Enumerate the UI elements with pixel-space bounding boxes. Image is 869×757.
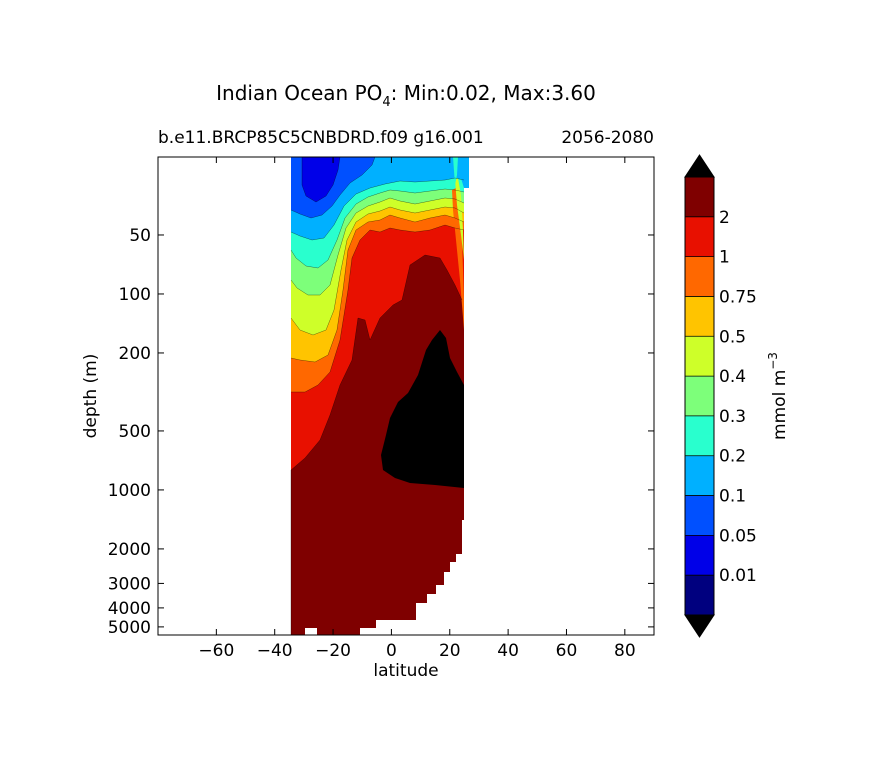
colorbar-band	[685, 535, 714, 576]
colorbar-tick-label: 0.75	[719, 287, 757, 307]
colorbar-under-arrow	[684, 614, 715, 638]
colorbar-band	[685, 376, 714, 416]
colorbar-unit: mmol m	[770, 370, 790, 440]
contour-band-edge-sky	[458, 157, 469, 188]
colorbar-unit-exponent: −3	[766, 352, 780, 370]
colorbar-band	[685, 495, 714, 536]
case-label: b.e11.BRCP85C5CNBDRD.f09 g16.001	[158, 128, 484, 148]
plot-frame	[157, 156, 655, 636]
title-subscript: 4	[382, 95, 390, 110]
y-tick-label: 100	[119, 285, 151, 305]
y-tick-label: 200	[119, 344, 151, 364]
period-label: 2056-2080	[561, 128, 654, 148]
colorbar-tick-label: 2	[719, 208, 730, 228]
colorbar-band	[685, 216, 714, 257]
x-tick-label: 60	[556, 641, 578, 661]
contour-band-over	[381, 330, 464, 488]
x-tick-label: 40	[497, 641, 519, 661]
contour-field	[290, 157, 469, 635]
colorbar-tick-label: 0.05	[719, 526, 757, 546]
title-main: Indian Ocean PO	[216, 81, 382, 105]
colorbar-label: mmol m−3	[766, 352, 790, 440]
colorbar-tick-label: 1	[719, 248, 730, 268]
chart-title: Indian Ocean PO4: Min:0.02, Max:3.60	[216, 81, 596, 110]
y-axis-label: depth (m)	[81, 354, 101, 439]
y-tick-label: 2000	[108, 540, 151, 560]
x-tick-label: −40	[257, 641, 293, 661]
y-tick-label: 3000	[108, 574, 151, 594]
title-stats: : Min:0.02, Max:3.60	[391, 81, 596, 105]
x-tick-label: −60	[198, 641, 234, 661]
y-tick-label: 50	[129, 226, 151, 246]
colorbar-tick-label: 0.2	[719, 447, 746, 467]
x-tick-label: −20	[315, 641, 351, 661]
colorbar-tick-label: 0.5	[719, 327, 746, 347]
colorbar: 0.01 0.05 0.1 0.2 0.3 0.4 0.5 0.75 1 2	[684, 154, 757, 638]
colorbar-band	[685, 256, 714, 297]
x-tick-label: 0	[386, 641, 397, 661]
colorbar-band	[685, 455, 714, 496]
colorbar-band	[685, 575, 714, 615]
colorbar-band	[685, 177, 714, 217]
colorbar-band	[685, 415, 714, 456]
contour-band-001-005	[302, 157, 340, 202]
colorbar-over-arrow	[684, 154, 715, 178]
contour-band-edge-yellow	[455, 178, 464, 260]
colorbar-tick-label: 0.1	[719, 487, 746, 507]
contour-lines	[290, 157, 465, 635]
colorbar-frame	[684, 176, 715, 616]
x-axis: −60 −40 −20 0 20 40 60 80	[198, 157, 636, 661]
y-tick-label: 5000	[108, 618, 151, 638]
colorbar-tick-label: 0.01	[719, 566, 757, 586]
contour-band-edge-aqua	[453, 157, 458, 185]
x-axis-label: latitude	[373, 661, 438, 681]
colorbar-band	[685, 296, 714, 337]
x-tick-label: 80	[614, 641, 636, 661]
colorbar-band	[685, 336, 714, 377]
colorbar-tick-label: 0.4	[719, 367, 746, 387]
colorbar-tick-label: 0.3	[719, 407, 746, 427]
x-tick-label: 20	[439, 641, 461, 661]
y-tick-label: 1000	[108, 481, 151, 501]
y-tick-label: 500	[119, 422, 151, 442]
y-tick-label: 4000	[108, 599, 151, 619]
